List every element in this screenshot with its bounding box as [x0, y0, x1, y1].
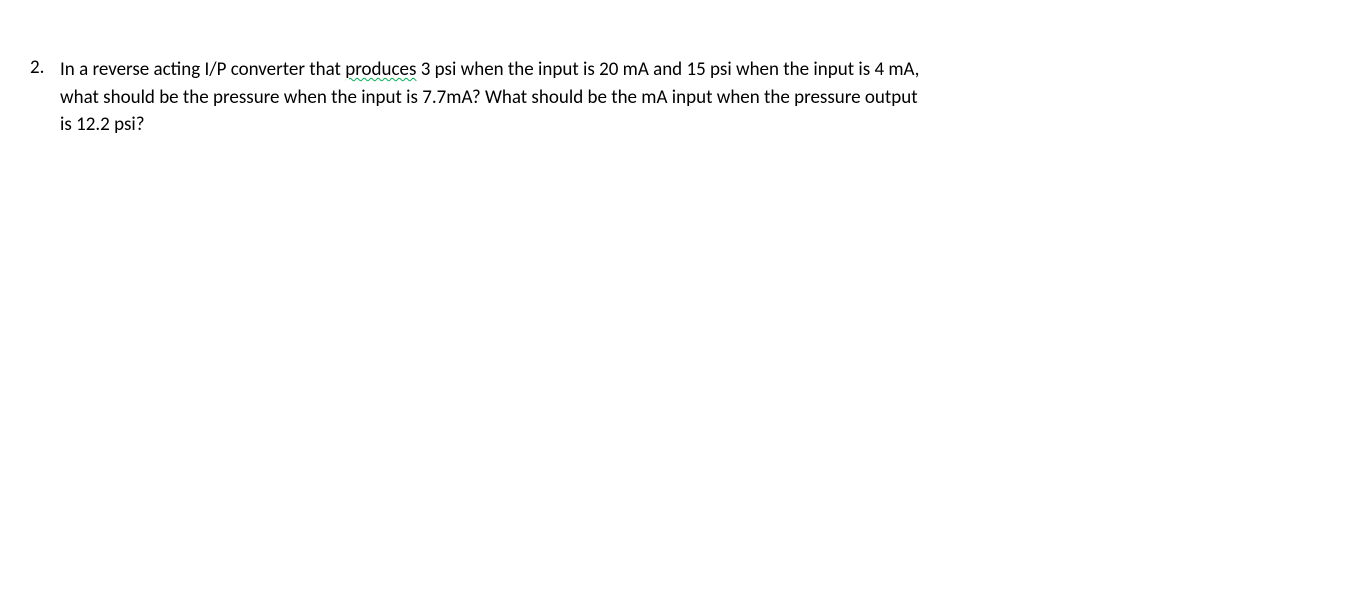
question-number: 2.	[30, 56, 60, 79]
question-text: In a reverse acting I/P converter that p…	[60, 56, 930, 139]
question-text-underlined: produces	[345, 58, 416, 81]
question-text-part1: In a reverse acting I/P converter that	[60, 58, 345, 81]
question-container: 2. In a reverse acting I/P converter tha…	[30, 56, 1360, 139]
